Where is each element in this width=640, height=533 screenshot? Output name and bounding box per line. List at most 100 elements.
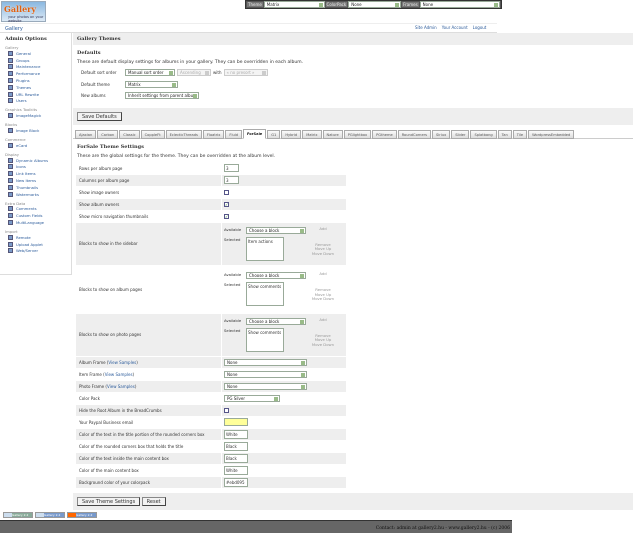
tab-eclecticthreads[interactable]: EclecticThreads — [165, 129, 202, 139]
selected-blocks-list[interactable]: Show comments — [246, 282, 284, 306]
frames-select[interactable]: None — [419, 1, 500, 8]
default-theme-select[interactable]: Matrix — [125, 80, 178, 88]
save-theme-settings-button[interactable]: Save Theme Settings — [77, 496, 141, 506]
sidebar-item-dynamic-albums[interactable]: Dynamic Albums — [5, 157, 66, 164]
add-button[interactable]: Add — [319, 271, 327, 276]
move-down-button[interactable]: Move Down — [311, 250, 335, 256]
album-frame-select[interactable]: None — [224, 358, 307, 366]
site-admin-link[interactable]: Site Admin — [415, 25, 437, 30]
tab-splatbang[interactable]: Splatbang — [470, 129, 497, 139]
tab-classic[interactable]: Classic — [119, 129, 140, 139]
logout-link[interactable]: Logout — [472, 25, 487, 30]
sidebar-item-image-block[interactable]: Image Block — [5, 127, 66, 134]
tab-ajaxian[interactable]: Ajaxian — [75, 129, 97, 139]
color1-input[interactable]: White — [224, 429, 248, 439]
theme-select[interactable]: Matrix — [263, 1, 325, 8]
sidebar-item-maintenance[interactable]: Maintenance — [5, 64, 66, 71]
remove-button[interactable]: Remove — [315, 287, 331, 292]
tab-roundcorners[interactable]: RoundCorners — [397, 129, 432, 139]
selected-blocks-list[interactable]: Show comments — [246, 327, 284, 352]
sidebar-item-upload-applet[interactable]: Upload Applet — [5, 241, 66, 248]
sidebar-item-performance[interactable]: Performance — [5, 70, 66, 77]
album-owners-checkbox[interactable]: ✓ — [224, 201, 229, 207]
presort-select[interactable]: « no presort » — [223, 69, 268, 77]
move-up-button[interactable]: Move Up — [314, 291, 332, 297]
sidebar-item-users[interactable]: Users — [5, 98, 66, 105]
colorpack-select[interactable]: None — [348, 1, 402, 8]
hide-root-checkbox[interactable] — [224, 407, 229, 413]
sidebar-item-imagemagick[interactable]: ImageMagick — [5, 112, 66, 119]
sort-order-select[interactable]: Manual sort order — [125, 69, 175, 77]
color2-input[interactable]: Black — [224, 441, 248, 451]
sort-direction-select[interactable]: Ascending — [177, 69, 211, 77]
sidebar-item-comments[interactable]: Comments — [5, 206, 66, 213]
new-albums-select[interactable]: Inherit settings from parent album — [125, 92, 199, 100]
sidebar-item-icons[interactable]: Icons — [5, 164, 66, 171]
sidebar-item-new-items[interactable]: New Items — [5, 177, 66, 184]
color5-input[interactable]: #ebd095 — [224, 477, 248, 487]
tab-fluid[interactable]: Fluid — [225, 129, 242, 139]
photo-frame-samples-link[interactable]: View Samples — [107, 383, 135, 389]
badge-2[interactable]: Gallery 2.2 — [35, 512, 65, 518]
reset-button[interactable]: Reset — [141, 496, 166, 506]
paypal-input[interactable] — [224, 418, 248, 426]
tab-wordpressembedded[interactable]: WordpressEmbedded — [528, 129, 575, 139]
sidebar-item-thumbnails[interactable]: Thumbnails — [5, 184, 66, 191]
move-down-button[interactable]: Move Down — [311, 341, 335, 347]
sidebar-item-link-items[interactable]: Link Items — [5, 170, 66, 177]
move-down-button[interactable]: Move Down — [311, 296, 335, 301]
tab-g1[interactable]: G1 — [267, 129, 281, 139]
badge-3[interactable]: Gallery 2.2 — [67, 512, 97, 518]
tab-matrix[interactable]: Matrix — [302, 129, 322, 139]
add-button[interactable]: Add — [319, 316, 327, 322]
tab-slider[interactable]: Slider — [451, 129, 470, 139]
badge-1[interactable]: Gallery 2.2 — [3, 512, 33, 518]
sidebar-item-multilanguage[interactable]: MultiLanguage — [5, 219, 66, 226]
tab-floatrix[interactable]: Floatrix — [202, 129, 225, 139]
sidebar-item-custom-fields[interactable]: Custom Fields — [5, 212, 66, 219]
move-up-button[interactable]: Move Up — [314, 246, 332, 251]
breadcrumb-gallery[interactable]: Gallery — [5, 26, 23, 32]
add-button[interactable]: Add — [319, 225, 327, 231]
sidebar-item-url-rewrite[interactable]: URL Rewrite — [5, 91, 66, 98]
choose-block-select[interactable]: Choose a block — [246, 317, 306, 325]
choose-block-select[interactable]: Choose a block — [246, 272, 306, 279]
sidebar-item-themes[interactable]: Themes — [5, 84, 66, 91]
album-frame-samples-link[interactable]: View Samples — [108, 359, 137, 365]
sidebar-item-general[interactable]: General — [5, 50, 66, 57]
sidebar-item-watermarks[interactable]: Watermarks — [5, 191, 66, 198]
color3-input[interactable]: Black — [224, 453, 248, 463]
cols-input[interactable]: 3 — [224, 176, 239, 184]
image-owners-checkbox[interactable] — [224, 189, 229, 195]
tab-siriux[interactable]: Siriux — [432, 129, 451, 139]
tab-carbon[interactable]: Carbon — [97, 129, 119, 139]
sidebar-item-groups[interactable]: Groups — [5, 57, 66, 64]
sidebar-item-plugins[interactable]: Plugins — [5, 77, 66, 84]
your-account-link[interactable]: Your Account — [441, 25, 468, 30]
photo-frame-select[interactable]: None — [224, 382, 307, 390]
tab-tile[interactable]: Tile — [512, 129, 528, 139]
remove-button[interactable]: Remove — [315, 241, 331, 247]
remove-button[interactable]: Remove — [315, 332, 331, 338]
tab-forsale[interactable]: ForSale — [243, 128, 267, 139]
sidebar-item-remote[interactable]: Remote — [5, 234, 66, 241]
move-up-button[interactable]: Move Up — [314, 337, 332, 342]
colorpack-select[interactable]: PG Silver — [224, 394, 280, 402]
selected-blocks-list[interactable]: Item actions — [246, 236, 284, 261]
save-defaults-button[interactable]: Save Defaults — [77, 111, 122, 121]
rows-input[interactable]: 3 — [224, 164, 239, 172]
choose-block-select[interactable]: Choose a block — [246, 226, 306, 234]
sidebar-item-web-server[interactable]: Web/Server — [5, 248, 66, 255]
tab-pglightbox[interactable]: PGlightbox — [343, 129, 372, 139]
micro-nav-checkbox[interactable]: ✓ — [224, 213, 229, 219]
color4-input[interactable]: White — [224, 465, 248, 475]
tab-nature[interactable]: Nature — [322, 129, 343, 139]
tab-coppleft[interactable]: CoppleFt — [140, 129, 165, 139]
tab-pgtheme[interactable]: PGtheme — [372, 129, 397, 139]
sidebar-item-ecard[interactable]: eCard — [5, 142, 66, 149]
gallery-logo[interactable]: Gallery your photos on your website — [1, 1, 46, 23]
item-frame-select[interactable]: None — [224, 370, 307, 378]
item-frame-samples-link[interactable]: View Samples — [104, 371, 133, 377]
tab-tan[interactable]: Tan — [497, 129, 512, 139]
tab-hybrid[interactable]: Hybrid — [281, 129, 302, 139]
